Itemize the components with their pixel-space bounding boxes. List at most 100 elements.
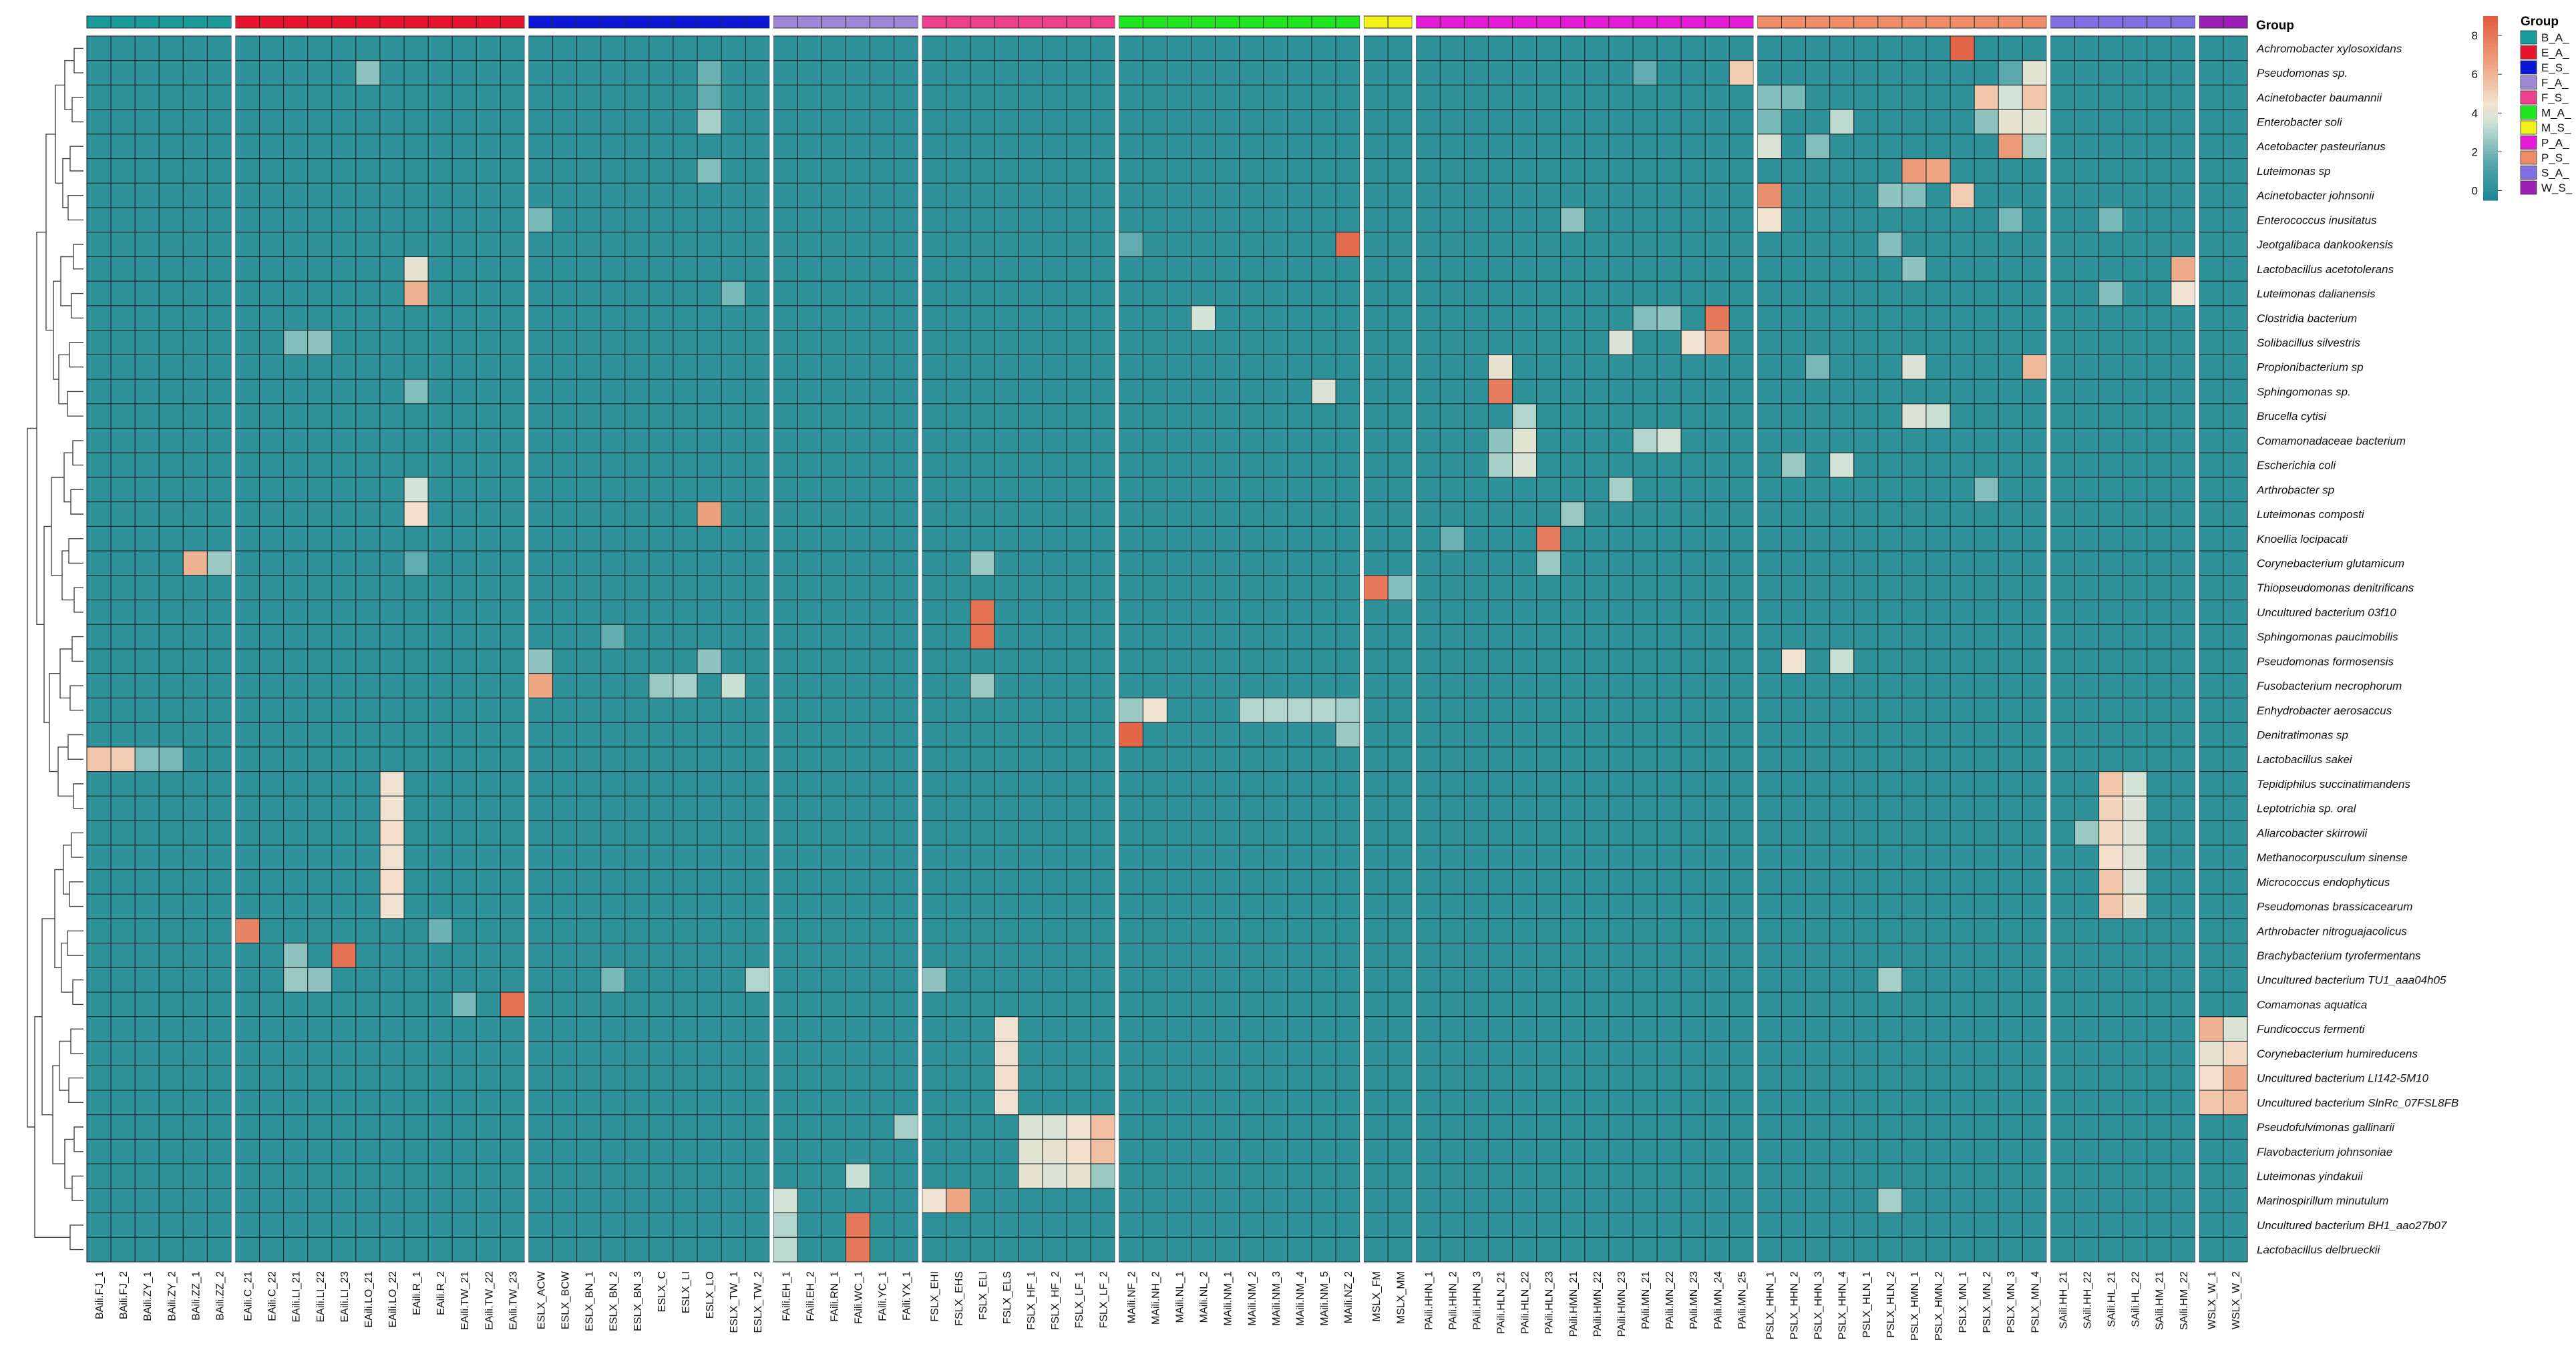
heatmap-cell bbox=[1263, 893, 1288, 919]
heatmap-cell bbox=[1560, 379, 1586, 405]
heatmap-cell bbox=[403, 182, 429, 208]
heatmap-cell bbox=[773, 1114, 798, 1140]
heatmap-cell bbox=[624, 1090, 650, 1116]
heatmap-cell bbox=[1090, 330, 1115, 355]
heatmap-cell bbox=[403, 1212, 429, 1238]
heatmap-cell bbox=[773, 1212, 798, 1238]
heatmap-cell bbox=[1998, 697, 2023, 723]
heatmap-cell bbox=[307, 379, 333, 405]
heatmap-cell bbox=[673, 1188, 698, 1214]
heatmap-cell bbox=[2199, 1188, 2224, 1214]
heatmap-cell bbox=[182, 1090, 208, 1116]
heatmap-cell bbox=[1191, 525, 1216, 551]
heatmap-cell bbox=[182, 330, 208, 355]
heatmap-cell bbox=[1853, 35, 1879, 61]
heatmap-cell bbox=[1415, 207, 1441, 233]
heatmap-cell bbox=[1656, 207, 1682, 233]
heatmap-cell bbox=[1925, 575, 1951, 601]
heatmap-cell bbox=[845, 1163, 871, 1189]
heatmap-cell bbox=[528, 354, 554, 380]
heatmap-cell bbox=[870, 109, 895, 135]
heatmap-cell bbox=[1239, 35, 1264, 61]
heatmap-cell bbox=[1877, 697, 1903, 723]
heatmap-cell bbox=[182, 379, 208, 405]
heatmap-cell bbox=[1239, 967, 1264, 993]
heatmap-cell bbox=[1805, 330, 1831, 355]
heatmap-cell bbox=[970, 1065, 995, 1091]
heatmap-cell bbox=[1263, 697, 1288, 723]
heatmap-cell bbox=[1704, 305, 1730, 331]
color-scale-tick-label: 2 bbox=[2472, 146, 2478, 158]
heatmap-cell bbox=[1829, 1040, 1855, 1066]
heatmap-cell bbox=[500, 379, 525, 405]
heatmap-cell bbox=[894, 35, 919, 61]
heatmap-cell bbox=[259, 722, 285, 748]
heatmap-cell bbox=[500, 525, 525, 551]
heatmap-cell bbox=[1536, 525, 1561, 551]
heatmap-cell bbox=[1680, 1090, 1706, 1116]
heatmap-cell bbox=[894, 673, 919, 698]
heatmap-cell bbox=[1018, 624, 1043, 650]
heatmap-cell bbox=[528, 1163, 554, 1189]
heatmap-cell bbox=[2147, 1188, 2172, 1214]
group-annotation-cell bbox=[403, 15, 429, 29]
heatmap-cell bbox=[1463, 624, 1489, 650]
column-label: SAili.HL_22 bbox=[2131, 1271, 2142, 1327]
column-label: PSLX_HHN_3 bbox=[1813, 1271, 1825, 1339]
heatmap-cell bbox=[721, 158, 746, 184]
heatmap-cell bbox=[1608, 182, 1634, 208]
dendrogram-branch bbox=[67, 734, 83, 760]
heatmap-cell bbox=[1656, 673, 1682, 698]
heatmap-cell bbox=[845, 845, 871, 871]
heatmap-cell bbox=[1512, 820, 1537, 846]
heatmap-cell bbox=[2147, 991, 2172, 1018]
heatmap-cell bbox=[721, 403, 746, 429]
heatmap-cell bbox=[1974, 232, 1999, 258]
heatmap-cell bbox=[1066, 697, 1091, 723]
heatmap-cell bbox=[1415, 893, 1441, 919]
heatmap-cell bbox=[1439, 452, 1465, 478]
heatmap-cell bbox=[206, 820, 232, 846]
heatmap-cell bbox=[576, 232, 602, 258]
heatmap-cell bbox=[1560, 746, 1586, 772]
heatmap-cell bbox=[1829, 280, 1855, 306]
heatmap-cell bbox=[2074, 575, 2100, 601]
heatmap-cell bbox=[206, 1090, 232, 1116]
heatmap-cell bbox=[624, 1065, 650, 1091]
heatmap-cell bbox=[134, 256, 160, 282]
heatmap-cell bbox=[1680, 84, 1706, 110]
heatmap-cell bbox=[1925, 1040, 1951, 1066]
heatmap-cell bbox=[673, 1090, 698, 1116]
heatmap-cell bbox=[1584, 1065, 1610, 1091]
heatmap-cell bbox=[1311, 648, 1336, 674]
heatmap-cell bbox=[86, 501, 112, 527]
heatmap-cell bbox=[649, 330, 674, 355]
heatmap-cell bbox=[1925, 550, 1951, 576]
heatmap-cell bbox=[1263, 1236, 1288, 1263]
heatmap-cell bbox=[2098, 600, 2124, 625]
heatmap-cell bbox=[1335, 1114, 1360, 1140]
heatmap-cell bbox=[1805, 746, 1831, 772]
heatmap-cell bbox=[283, 943, 309, 968]
heatmap-cell bbox=[1512, 207, 1537, 233]
heatmap-cell bbox=[331, 84, 357, 110]
heatmap-cell bbox=[2147, 330, 2172, 355]
heatmap-cell bbox=[2022, 845, 2047, 871]
group-annotation-cell bbox=[500, 15, 525, 29]
heatmap-cell bbox=[1335, 379, 1360, 405]
heatmap-cell bbox=[1925, 1188, 1951, 1214]
heatmap-cell bbox=[1632, 427, 1658, 453]
heatmap-cell bbox=[355, 477, 381, 503]
heatmap-cell bbox=[1805, 869, 1831, 895]
group-annotation-cell bbox=[821, 15, 846, 29]
heatmap-cell bbox=[673, 1163, 698, 1189]
heatmap-cell bbox=[1877, 305, 1903, 331]
heatmap-cell bbox=[673, 600, 698, 625]
heatmap-cell bbox=[110, 722, 136, 748]
heatmap-cell bbox=[1805, 1163, 1831, 1189]
heatmap-cell bbox=[1018, 134, 1043, 160]
heatmap-cell bbox=[134, 354, 160, 380]
heatmap-cell bbox=[1829, 1138, 1855, 1164]
heatmap-cell bbox=[797, 427, 822, 453]
heatmap-cell bbox=[1757, 1163, 1783, 1189]
